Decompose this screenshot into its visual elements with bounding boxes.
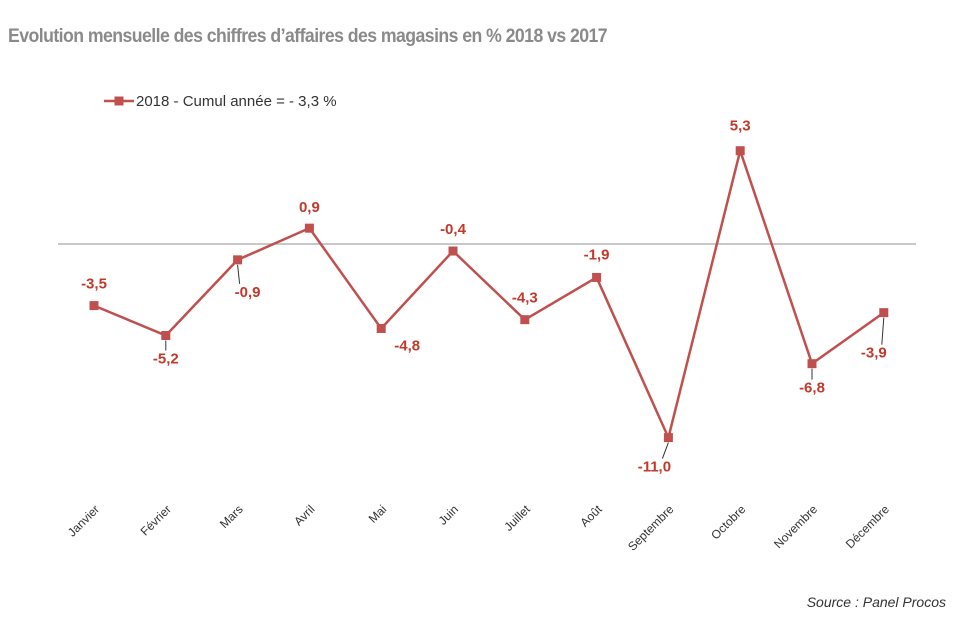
x-tick-label-juin: Juin	[436, 502, 461, 527]
data-labels: -3,5 -5,2 -0,9 0,9 -4,8 -0,4 -4,3 -1,9 -11,0 5,3 -…	[81, 118, 887, 476]
data-label-mars: -0,9	[235, 284, 261, 301]
data-label-mai: -4,8	[394, 337, 420, 354]
label-leader-lines	[165, 264, 885, 459]
legend-label: 2018 - Cumul année = - 3,3 %	[136, 93, 337, 110]
data-label-février: -5,2	[153, 351, 179, 368]
x-tick-label-octobre: Octobre	[708, 502, 748, 542]
marker-avril	[304, 223, 314, 233]
leader-line-mars	[237, 264, 241, 284]
data-label-juin: -0,4	[440, 221, 467, 238]
marker-janvier	[89, 301, 99, 311]
marker-mars	[233, 255, 243, 265]
data-label-août: -1,9	[584, 246, 610, 263]
x-tick-label-décembre: Décembre	[843, 502, 892, 551]
series-line-2018	[93, 146, 885, 442]
marker-décembre	[879, 308, 889, 318]
x-tick-label-septembre: Septembre	[625, 502, 677, 554]
marker-septembre	[663, 433, 673, 443]
data-label-avril: 0,9	[299, 199, 320, 216]
marker-février	[161, 331, 171, 341]
source-note: Source : Panel Procos	[806, 594, 946, 610]
x-tick-label-avril: Avril	[291, 502, 317, 528]
x-tick-label-juillet: Juillet	[501, 502, 533, 534]
data-label-septembre: -11,0	[638, 459, 671, 476]
data-label-octobre: 5,3	[730, 118, 751, 135]
x-tick-label-août: Août	[577, 502, 605, 530]
x-tick-label-novembre: Novembre	[771, 502, 820, 551]
leader-line-septembre	[661, 442, 669, 459]
x-tick-label-janvier: Janvier	[65, 502, 102, 539]
data-label-janvier: -3,5	[81, 276, 107, 293]
marker-octobre	[735, 146, 745, 156]
series-markers	[89, 146, 889, 443]
marker-août	[592, 272, 602, 282]
marker-juin	[448, 246, 458, 256]
data-label-juillet: -4,3	[512, 290, 538, 307]
x-axis-tick-labels: Janvier Février Mars Avril Mai Juin Juillet Aoû…	[65, 502, 892, 554]
chart-title: Evolution mensuelle des chiffres d’affai…	[8, 26, 608, 47]
leader-line-décembre	[881, 317, 885, 345]
data-label-novembre: -6,8	[799, 380, 825, 397]
x-tick-label-mai: Mai	[366, 502, 390, 526]
legend-marker	[114, 96, 124, 106]
data-label-décembre: -3,9	[861, 345, 887, 362]
x-tick-label-mars: Mars	[217, 502, 246, 531]
legend: 2018 - Cumul année = - 3,3 %	[104, 93, 337, 110]
marker-juillet	[520, 315, 530, 325]
x-tick-label-février: Février	[138, 502, 174, 538]
marker-mai	[376, 323, 386, 333]
marker-novembre	[807, 359, 817, 369]
